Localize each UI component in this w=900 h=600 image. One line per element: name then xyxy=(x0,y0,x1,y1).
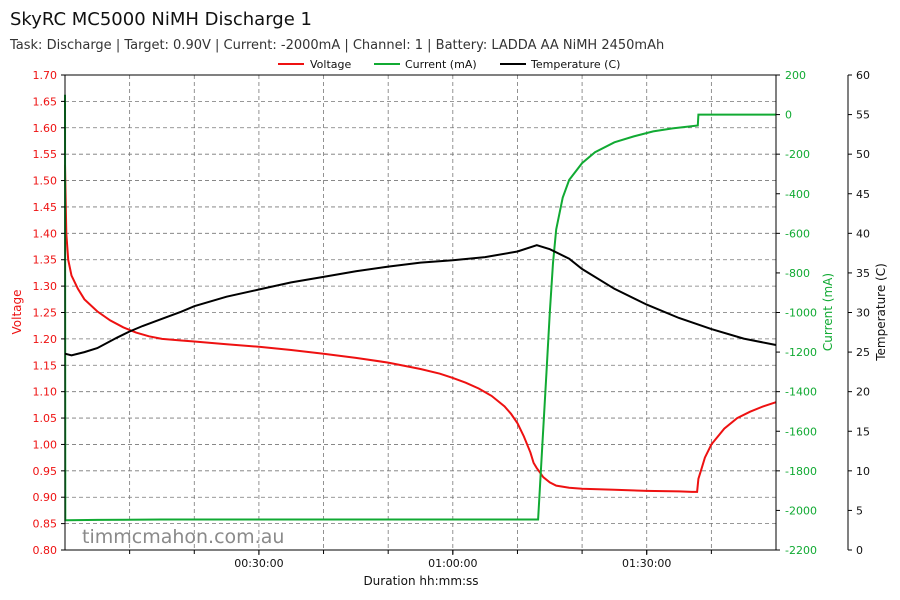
x-tick-label: 01:00:00 xyxy=(428,557,477,570)
current-tick-label: -200 xyxy=(785,148,810,161)
voltage-tick-label: 1.55 xyxy=(33,148,58,161)
current-tick-label: -1000 xyxy=(785,307,817,320)
current-tick-label: -1200 xyxy=(785,346,817,359)
temperature-tick-label: 60 xyxy=(856,69,870,82)
current-tick-label: -2200 xyxy=(785,544,817,557)
current-tick-label: -1600 xyxy=(785,425,817,438)
voltage-tick-label: 1.35 xyxy=(33,254,58,267)
voltage-tick-label: 1.50 xyxy=(33,175,58,188)
current-tick-label: 200 xyxy=(785,69,806,82)
current-tick-label: -1800 xyxy=(785,465,817,478)
temperature-tick-label: 5 xyxy=(856,504,863,517)
temperature-axis-label: Temperature (C) xyxy=(874,263,888,362)
voltage-tick-label: 1.05 xyxy=(33,412,58,425)
voltage-tick-label: 1.20 xyxy=(33,333,58,346)
x-tick-label: 01:30:00 xyxy=(622,557,671,570)
chart-title: SkyRC MC5000 NiMH Discharge 1 xyxy=(10,9,312,30)
current-tick-label: 0 xyxy=(785,109,792,122)
temperature-tick-label: 40 xyxy=(856,227,870,240)
legend: Voltage Current (mA) Temperature (C) xyxy=(278,58,620,71)
legend-temperature-label: Temperature (C) xyxy=(530,58,620,71)
temperature-series-line xyxy=(64,244,777,357)
current-tick-label: -1400 xyxy=(785,386,817,399)
x-tick-label: 00:30:00 xyxy=(234,557,283,570)
temperature-tick-label: 50 xyxy=(856,148,870,161)
current-tick-label: -2000 xyxy=(785,504,817,517)
current-tick-label: -800 xyxy=(785,267,810,280)
voltage-series-line xyxy=(64,164,777,493)
temperature-tick-label: 20 xyxy=(856,386,870,399)
voltage-tick-label: 1.60 xyxy=(33,122,58,135)
current-axis-label: Current (mA) xyxy=(821,273,835,351)
current-tick-label: -600 xyxy=(785,227,810,240)
series-lines xyxy=(64,94,777,522)
temperature-tick-label: 45 xyxy=(856,188,870,201)
voltage-tick-label: 1.65 xyxy=(33,95,58,108)
chart-subtitle: Task: Discharge | Target: 0.90V | Curren… xyxy=(10,38,665,53)
current-series-line xyxy=(64,94,776,522)
voltage-tick-label: 1.70 xyxy=(33,69,58,82)
grid-lines xyxy=(65,75,776,550)
voltage-axis-label: Voltage xyxy=(10,289,24,334)
voltage-tick-label: 0.95 xyxy=(33,465,58,478)
voltage-tick-label: 1.40 xyxy=(33,227,58,240)
voltage-tick-label: 0.85 xyxy=(33,518,58,531)
temperature-tick-label: 25 xyxy=(856,346,870,359)
legend-current-label: Current (mA) xyxy=(405,58,477,71)
voltage-tick-label: 1.00 xyxy=(33,438,58,451)
voltage-tick-label: 1.15 xyxy=(33,359,58,372)
axis-ticks: 0.80 0.85 0.90 0.95 1.00 1.05 1.10 1.15 1.20 1.25… xyxy=(33,69,871,570)
voltage-tick-label: 0.90 xyxy=(33,491,58,504)
temperature-tick-label: 55 xyxy=(856,109,870,122)
current-tick-label: -400 xyxy=(785,188,810,201)
voltage-tick-label: 1.45 xyxy=(33,201,58,214)
temperature-tick-label: 30 xyxy=(856,307,870,320)
voltage-tick-label: 1.30 xyxy=(33,280,58,293)
legend-voltage-label: Voltage xyxy=(310,58,351,71)
temperature-tick-label: 35 xyxy=(856,267,870,280)
x-axis-label: Duration hh:mm:ss xyxy=(363,574,478,588)
temperature-tick-label: 0 xyxy=(856,544,863,557)
voltage-tick-label: 1.10 xyxy=(33,386,58,399)
watermark-text: timmcmahon.com.au xyxy=(82,526,284,548)
voltage-tick-label: 1.25 xyxy=(33,307,58,320)
temperature-tick-label: 15 xyxy=(856,425,870,438)
voltage-tick-label: 0.80 xyxy=(33,544,58,557)
temperature-tick-label: 10 xyxy=(856,465,870,478)
